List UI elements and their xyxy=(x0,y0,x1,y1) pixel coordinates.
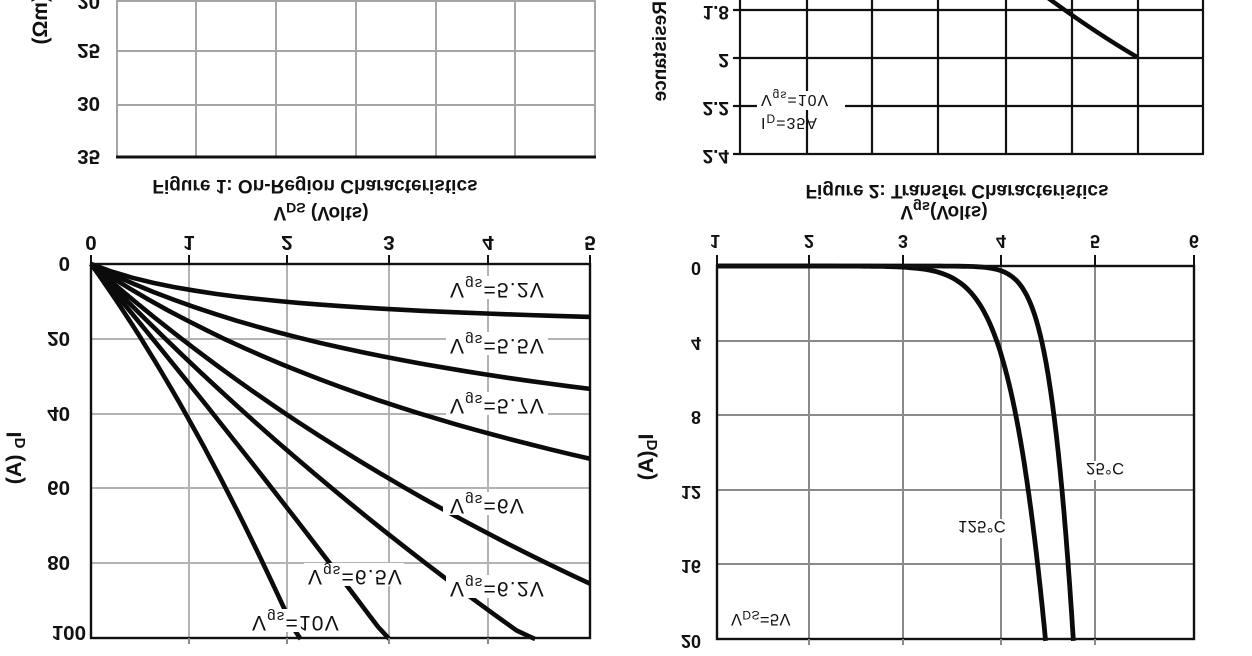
svg-text:8: 8 xyxy=(691,407,701,427)
svg-text:4: 4 xyxy=(482,231,494,254)
svg-text:4: 4 xyxy=(691,333,701,353)
svg-text:6: 6 xyxy=(1189,231,1199,251)
svg-text:Figure 1: On-Region Characteri: Figure 1: On-Region Characteristics xyxy=(152,175,477,196)
svg-text:125°C: 125°C xyxy=(958,517,1006,535)
svg-text:40: 40 xyxy=(47,402,70,425)
svg-text:Vgs=5.7V: Vgs=5.7V xyxy=(450,391,545,417)
svg-text:Vgs=10V: Vgs=10V xyxy=(761,89,829,109)
svg-text:16: 16 xyxy=(681,556,701,576)
svg-text:25°C: 25°C xyxy=(1086,459,1124,477)
svg-text:5: 5 xyxy=(584,231,595,254)
svg-text:Vgs=6V: Vgs=6V xyxy=(450,491,525,517)
svg-text:2: 2 xyxy=(281,231,292,254)
svg-text:Vgs=5.5V: Vgs=5.5V xyxy=(450,331,545,357)
svg-text:(mΩ): (mΩ) xyxy=(29,0,52,45)
svg-text:Figure 2: Transfer Characteris: Figure 2: Transfer Characteristics xyxy=(805,180,1108,201)
svg-text:5: 5 xyxy=(1090,231,1100,251)
svg-text:0: 0 xyxy=(59,252,70,275)
svg-text:1: 1 xyxy=(710,231,720,251)
svg-text:2: 2 xyxy=(718,49,729,70)
svg-text:1.8: 1.8 xyxy=(703,1,729,22)
svg-text:Vgs=6.5V: Vgs=6.5V xyxy=(308,562,403,588)
svg-text:3: 3 xyxy=(383,231,394,254)
svg-text:2: 2 xyxy=(804,231,814,251)
svg-text:0: 0 xyxy=(691,258,701,278)
svg-text:Vgs=10V: Vgs=10V xyxy=(252,608,340,634)
svg-text:3: 3 xyxy=(898,231,908,251)
svg-text:4: 4 xyxy=(996,231,1006,251)
svg-text:35: 35 xyxy=(77,145,100,168)
svg-text:20: 20 xyxy=(77,0,100,13)
svg-text:25: 25 xyxy=(77,39,100,62)
svg-text:12: 12 xyxy=(681,482,701,502)
svg-text:1: 1 xyxy=(183,231,194,254)
svg-text:2.4: 2.4 xyxy=(703,145,730,166)
svg-text:Vgs=6.2V: Vgs=6.2V xyxy=(450,574,545,600)
svg-text:30: 30 xyxy=(77,92,100,115)
svg-text:100: 100 xyxy=(52,621,86,644)
svg-text:80: 80 xyxy=(47,551,70,574)
svg-text:0: 0 xyxy=(85,231,96,254)
svg-text:2.2: 2.2 xyxy=(703,97,729,118)
svg-text:Vgs=5.2V: Vgs=5.2V xyxy=(450,275,545,301)
svg-text:Resistance: Resistance xyxy=(650,1,671,101)
svg-text:60: 60 xyxy=(47,476,70,499)
svg-text:VDS=5V: VDS=5V xyxy=(731,608,791,628)
svg-text:20: 20 xyxy=(681,631,701,651)
svg-text:20: 20 xyxy=(47,327,70,350)
